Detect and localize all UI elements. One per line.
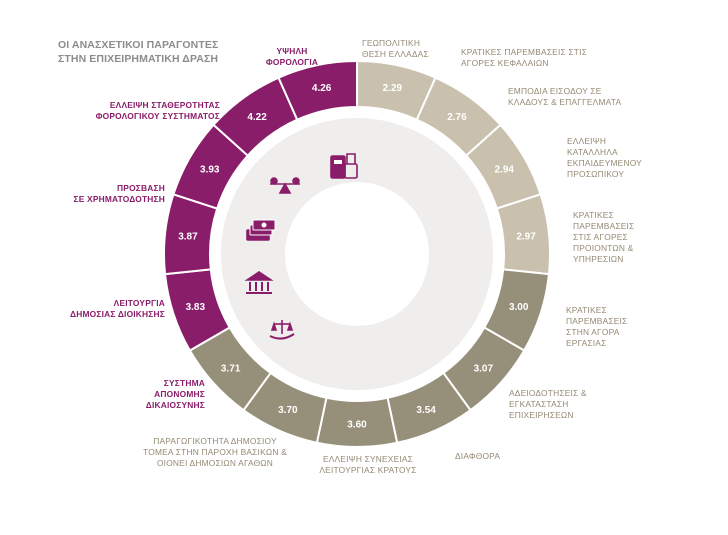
category-label-line: ΘΕΣΗ ΕΛΛΑΔΑΣ xyxy=(362,49,429,59)
banknotes-icon xyxy=(246,219,276,241)
value-label: 2.29 xyxy=(383,83,403,94)
category-label-line: ΠΡΟΙΟΝΤΩΝ & xyxy=(573,243,634,253)
value-label: 3.83 xyxy=(186,302,206,313)
category-label: ΓΕΩΠΟΛΙΤΙΚΗ ΘΕΣΗ ΕΛΛΑΔΑΣ xyxy=(362,38,452,60)
category-label-line: ΚΡΑΤΙΚΕΣ xyxy=(566,305,607,315)
value-label: 3.60 xyxy=(347,420,367,431)
category-label: ΥΨΗΛΗ ΦΟΡΟΛΟΓΙΑ xyxy=(232,46,352,68)
value-label: 2.76 xyxy=(447,112,467,123)
category-label-line: ΑΓΟΡΕΣ ΚΕΦΑΛΑΙΩΝ xyxy=(461,58,549,68)
category-label-line: ΣΤΙΣ ΑΓΟΡΕΣ xyxy=(573,232,628,242)
justice-hand-icon xyxy=(269,320,295,340)
category-label-line: ΚΡΑΤΙΚΕΣ xyxy=(573,210,614,220)
category-label-line: ΛΕΙΤΟΥΡΓΙΑ xyxy=(113,298,165,308)
value-label: 4.26 xyxy=(312,83,332,94)
category-label: ΑΔΕΙΟΔΟΤΗΣΕΙΣ & ΕΓΚΑΤΑΣΤΑΣΗ ΕΠΙΧΕΙΡΗΣΕΩΝ xyxy=(509,388,619,421)
category-label-line: ΤΟΜΕΑ ΣΤΗΝ ΠΑΡΟΧΗ ΒΑΣΙΚΩΝ & xyxy=(143,447,287,457)
category-label: ΠΡΟΣΒΑΣΗ ΣΕ ΧΡΗΜΑΤΟΔΟΤΗΣΗ xyxy=(40,183,165,205)
category-label-line: ΣΥΣΤΗΜΑ xyxy=(163,378,205,388)
value-label: 3.00 xyxy=(509,302,529,313)
category-label-line: ΕΚΠΑΙΔΕΥΜΕΝΟΥ xyxy=(567,158,642,168)
category-label-line: ΦΟΡΟΛΟΓΙΚΟΥ ΣΥΣΤΗΜΑΤΟΣ xyxy=(95,111,220,121)
category-label: ΚΡΑΤΙΚΕΣ ΠΑΡΕΜΒΑΣΕΙΣ ΣΤΙΣ ΑΓΟΡΕΣ ΠΡΟΙΟΝΤΩΝ … xyxy=(573,210,663,265)
category-label-line: ΓΕΩΠΟΛΙΤΙΚΗ xyxy=(362,38,421,48)
category-label-line: ΑΠΟΝΟΜΗΣ xyxy=(154,389,205,399)
category-label-line: ΣΤΗΝ ΑΓΟΡΑ xyxy=(566,327,620,337)
category-label: ΣΥΣΤΗΜΑ ΑΠΟΝΟΜΗΣ ΔΙΚΑΙΟΣΥΝΗΣ xyxy=(120,378,205,411)
ring-segment xyxy=(277,59,358,122)
value-label: 3.71 xyxy=(221,363,241,374)
category-label-line: ΚΛΑΔΟΥΣ & ΕΠΑΓΓΕΛΜΑΤΑ xyxy=(508,97,622,107)
category-label-line: ΦΟΡΟΛΟΓΙΑ xyxy=(265,57,319,67)
category-label-line: ΕΠΙΧΕΙΡΗΣΕΩΝ xyxy=(509,410,574,420)
category-label: ΚΡΑΤΙΚΕΣ ΠΑΡΕΜΒΑΣΕΙΣ ΣΤΙΣ ΑΓΟΡΕΣ ΚΕΦΑΛΑΙΩ… xyxy=(461,47,601,69)
category-label-line: ΕΛΛΕΙΨΗ ΣΥΝΕΧΕΙΑΣ xyxy=(322,454,414,464)
value-label: 3.54 xyxy=(416,405,436,416)
category-label-line: ΔΙΚΑΙΟΣΥΝΗΣ xyxy=(145,400,205,410)
public-building-icon xyxy=(244,271,274,294)
category-label-line: ΕΛΛΕΙΨΗ xyxy=(567,136,607,146)
category-label-line: ΔΙΑΦΘΟΡΑ xyxy=(455,451,501,461)
category-label-line: ΑΔΕΙΟΔΟΤΗΣΕΙΣ & xyxy=(509,388,587,398)
category-label: ΕΛΛΕΙΨΗ ΚΑΤΑΛΛΗΛΑ ΕΚΠΑΙΔΕΥΜΕΝΟΥ ΠΡΟΣΩΠΙΚΟΥ xyxy=(567,136,667,180)
chart-title: ΟΙ ΑΝΑΣΧΕΤΙΚΟΙ ΠΑΡΑΓΟΝΤΕΣ ΣΤΗΝ ΕΠΙΧΕΙΡΗΜ… xyxy=(58,38,218,66)
category-label-line: ΠΡΟΣΩΠΙΚΟΥ xyxy=(567,169,625,179)
value-label: 3.93 xyxy=(200,165,220,176)
category-label-line: ΕΡΓΑΣΙΑΣ xyxy=(566,338,607,348)
category-label-line: ΔΗΜΟΣΙΑΣ ΔΙΟΙΚΗΣΗΣ xyxy=(70,309,165,319)
category-label: ΕΛΛΕΙΨΗ ΣΤΑΘΕΡΟΤΗΤΑΣ ΦΟΡΟΛΟΓΙΚΟΥ ΣΥΣΤΗΜΑΤ… xyxy=(70,100,220,122)
category-label-line: ΚΡΑΤΙΚΕΣ ΠΑΡΕΜΒΑΣΕΙΣ ΣΤΙΣ xyxy=(461,47,587,57)
category-label-line: ΟΙΟΝΕΙ ΔΗΜΟΣΙΩΝ ΑΓΑΘΩΝ xyxy=(156,458,274,468)
value-label: 4.22 xyxy=(247,112,267,123)
category-label-line: ΛΕΙΤΟΥΡΓΙΑΣ ΚΡΑΤΟΥΣ xyxy=(319,465,417,475)
category-label-line: ΠΑΡΕΜΒΑΣΕΙΣ xyxy=(573,221,635,231)
tax-receipt-icon xyxy=(330,153,358,179)
value-label: 3.87 xyxy=(178,232,198,243)
value-label: 2.94 xyxy=(494,165,514,176)
category-label: ΛΕΙΤΟΥΡΓΙΑ ΔΗΜΟΣΙΑΣ ΔΙΟΙΚΗΣΗΣ xyxy=(70,298,165,320)
balance-scale-icon xyxy=(270,177,300,194)
value-label: 2.97 xyxy=(516,232,536,243)
category-label-line: ΕΛΛΕΙΨΗ ΣΤΑΘΕΡΟΤΗΤΑΣ xyxy=(109,100,220,110)
category-label-line: ΠΡΟΣΒΑΣΗ xyxy=(117,183,165,193)
category-label-line: ΠΑΡΕΜΒΑΣΕΙΣ xyxy=(566,316,628,326)
value-label: 3.07 xyxy=(474,363,494,374)
chart-title-line-2: ΣΤΗΝ ΕΠΙΧΕΙΡΗΜΑΤΙΚΗ ΔΡΑΣΗ xyxy=(58,53,219,65)
category-label-line: ΕΜΠΟΔΙΑ ΕΙΣΟΔΟΥ ΣΕ xyxy=(508,86,602,96)
category-label-line: ΥΠΗΡΕΣΙΩΝ xyxy=(573,254,624,264)
category-label: ΔΙΑΦΘΟΡΑ xyxy=(455,451,535,462)
category-label: ΚΡΑΤΙΚΕΣ ΠΑΡΕΜΒΑΣΕΙΣ ΣΤΗΝ ΑΓΟΡΑ ΕΡΓΑΣΙΑΣ xyxy=(566,305,656,349)
category-label-line: ΠΑΡΑΓΩΓΙΚΟΤΗΤΑ ΔΗΜΟΣΙΟΥ xyxy=(153,436,277,446)
category-label: ΕΜΠΟΔΙΑ ΕΙΣΟΔΟΥ ΣΕ ΚΛΑΔΟΥΣ & ΕΠΑΓΓΕΛΜΑΤΑ xyxy=(508,86,628,108)
category-label-line: ΕΓΚΑΤΑΣΤΑΣΗ xyxy=(509,399,569,409)
category-label: ΠΑΡΑΓΩΓΙΚΟΤΗΤΑ ΔΗΜΟΣΙΟΥ ΤΟΜΕΑ ΣΤΗΝ ΠΑΡΟΧΗ… xyxy=(135,436,295,469)
category-label: ΕΛΛΕΙΨΗ ΣΥΝΕΧΕΙΑΣ ΛΕΙΤΟΥΡΓΙΑΣ ΚΡΑΤΟΥΣ xyxy=(298,454,438,476)
category-label-line: ΥΨΗΛΗ xyxy=(276,46,308,56)
category-label-line: ΚΑΤΑΛΛΗΛΑ xyxy=(567,147,618,157)
category-label-line: ΣΕ ΧΡΗΜΑΤΟΔΟΤΗΣΗ xyxy=(73,194,165,204)
center-hole xyxy=(285,182,429,326)
chart-title-line-1: ΟΙ ΑΝΑΣΧΕΤΙΚΟΙ ΠΑΡΑΓΟΝΤΕΣ xyxy=(58,39,219,51)
value-label: 3.70 xyxy=(278,405,298,416)
